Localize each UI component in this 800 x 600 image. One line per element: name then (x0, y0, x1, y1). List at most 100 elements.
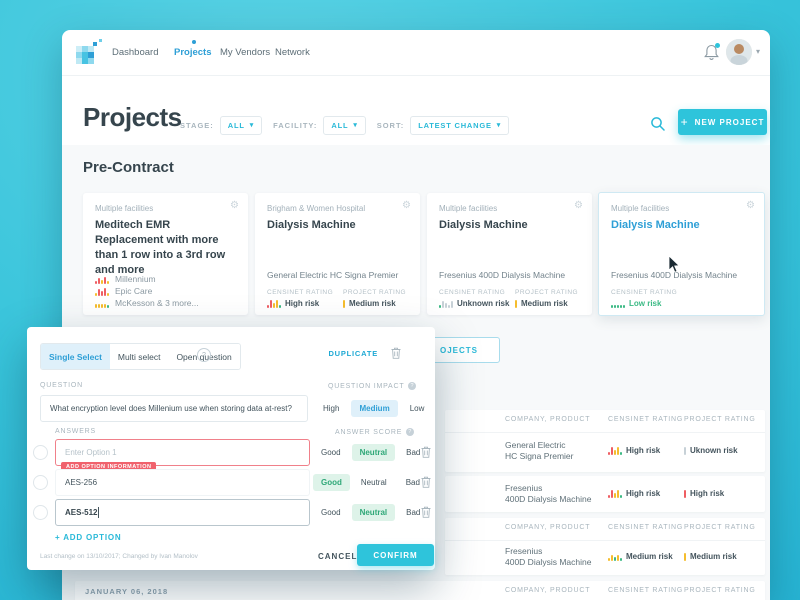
card-title: Dialysis Machine (267, 219, 356, 231)
score-neutral-option[interactable]: Neutral (351, 444, 396, 461)
search-icon[interactable] (650, 116, 666, 132)
facility-filter-label: FACILITY: (273, 121, 318, 130)
gear-icon[interactable]: ⚙ (746, 200, 755, 211)
project-card-dialysis-multiple[interactable]: Multiple facilities ⚙ Dialysis Machine F… (427, 193, 592, 315)
card-ratings: CENSINET RATING Unknown risk PROJECT RAT… (439, 289, 591, 308)
stage-filter: STAGE: ALL ▾ (180, 116, 263, 135)
delete-answer-trash-icon[interactable] (421, 446, 431, 458)
plus-icon: + (55, 533, 61, 542)
score-good-option[interactable]: Good (313, 474, 350, 491)
nav-item-my-vendors[interactable]: My Vendors (220, 47, 271, 58)
stage-filter-dropdown[interactable]: ALL ▾ (219, 116, 263, 135)
card-product: Fresenius 400D Dialysis Machine (611, 270, 738, 280)
stage-filter-label: STAGE: (180, 121, 214, 130)
avatar-chevron-down-icon[interactable]: ▾ (756, 47, 761, 56)
app-logo-icon (76, 39, 102, 64)
question-type-help-icon[interactable]: ? (197, 348, 211, 362)
card-facility-label: Multiple facilities (611, 204, 670, 213)
divider (445, 540, 765, 541)
tab-single-select[interactable]: Single Select (41, 344, 110, 369)
score-good-option[interactable]: Good (321, 448, 341, 457)
date-group-heading: JANUARY 06, 2018 (85, 587, 169, 596)
vendor-row: McKesson & 3 more... (95, 297, 199, 309)
add-option-button[interactable]: + ADD OPTION (55, 533, 122, 542)
delete-answer-trash-icon[interactable] (421, 476, 431, 488)
project-rating-value: Medium risk (343, 299, 419, 308)
score-good-option[interactable]: Good (321, 508, 341, 517)
mouse-cursor (668, 256, 680, 273)
gear-icon[interactable]: ⚙ (574, 200, 583, 211)
nav-item-network[interactable]: Network (275, 47, 310, 58)
delete-answer-trash-icon[interactable] (421, 506, 431, 518)
top-navigation-bar: Dashboard Projects My Vendors Network ▾ (62, 30, 770, 76)
table-band: COMPANY, PRODUCT CENSINET RATING PROJECT… (445, 410, 765, 472)
column-header-company: COMPANY, PRODUCT (505, 587, 591, 594)
duplicate-button[interactable]: DUPLICATE (328, 349, 378, 358)
answer-option-input[interactable]: AES-512 (55, 499, 310, 526)
chevron-down-icon: ▾ (353, 122, 358, 129)
cancel-button[interactable]: CANCEL (318, 552, 358, 561)
answer-row: AES-512 Good Neutral Bad (27, 499, 435, 526)
facility-filter-dropdown[interactable]: ALL ▾ (323, 116, 366, 135)
info-icon[interactable]: ? (408, 382, 417, 390)
project-cards-row: Multiple facilities ⚙ Meditech EMR Repla… (83, 192, 765, 316)
page-header: Projects STAGE: ALL ▾ FACILITY: ALL ▾ SORT… (62, 76, 770, 146)
impact-low-option[interactable]: Low (409, 404, 425, 413)
project-rating-label: PROJECT RATING (515, 289, 579, 296)
card-facility-label: Multiple facilities (95, 204, 154, 213)
answer-radio[interactable] (33, 505, 48, 520)
vendor-row: Millennium (95, 273, 199, 285)
project-card-dialysis-brigham[interactable]: Brigham & Women Hospital ⚙ Dialysis Mach… (255, 193, 420, 315)
impact-medium-option[interactable]: Medium (351, 400, 398, 417)
answer-radio[interactable] (33, 445, 48, 460)
score-bad-option[interactable]: Bad (406, 508, 421, 517)
user-avatar[interactable] (726, 39, 752, 65)
gear-icon[interactable]: ⚙ (230, 200, 239, 211)
score-bad-option[interactable]: Bad (405, 478, 420, 487)
answer-error-badge: ADD OPTION INFORMATION (61, 462, 157, 472)
card-title: Dialysis Machine (439, 219, 528, 231)
impact-high-option[interactable]: High (323, 404, 340, 413)
filters-row: STAGE: ALL ▾ FACILITY: ALL ▾ SORT: LATEST … (180, 116, 510, 135)
censinet-rating-label: CENSINET RATING (439, 289, 506, 296)
sort-dropdown[interactable]: LATEST CHANGE ▾ (410, 116, 510, 135)
plus-icon: + (680, 115, 689, 129)
card-vendor-list: Millennium Epic Care McKesson & 3 more..… (95, 273, 199, 309)
rating-bars-icon (608, 489, 622, 498)
project-rating-cell: High risk (684, 489, 724, 498)
card-facility-label: Multiple facilities (439, 204, 498, 213)
info-icon[interactable]: ? (406, 428, 415, 436)
gear-icon[interactable]: ⚙ (402, 200, 411, 211)
question-input[interactable]: What encryption level does Millenium use… (40, 395, 308, 422)
project-card-dialysis-hovered[interactable]: Multiple facilities ⚙ Dialysis Machine F… (598, 192, 765, 316)
table-band: Fresenius 400D Dialysis Machine High ris… (445, 476, 765, 512)
answer-option-input[interactable]: Enter Option 1 (55, 439, 310, 466)
rating-bar-icon (343, 299, 345, 308)
new-project-button[interactable]: + NEW PROJECT (678, 109, 767, 135)
column-header-project: PROJECT RATING (684, 416, 756, 423)
censinet-rating-value: Low risk (611, 299, 687, 308)
censinet-rating-value: Unknown risk (439, 299, 515, 308)
column-header-company: COMPANY, PRODUCT (505, 416, 591, 423)
score-neutral-option[interactable]: Neutral (360, 478, 387, 487)
answer-score-selector: Good Neutral Bad (313, 469, 428, 496)
tab-multi-select[interactable]: Multi select (109, 344, 169, 369)
score-neutral-option[interactable]: Neutral (351, 504, 396, 521)
answer-row: AES-256 Good Neutral Bad (27, 469, 435, 496)
answer-radio[interactable] (33, 475, 48, 490)
nav-item-projects[interactable]: Projects (174, 47, 212, 58)
card-facility-label: Brigham & Women Hospital (267, 204, 366, 213)
project-card-meditech[interactable]: Multiple facilities ⚙ Meditech EMR Repla… (83, 193, 248, 315)
score-bad-option[interactable]: Bad (406, 448, 421, 457)
card-title: Dialysis Machine (611, 219, 700, 231)
confirm-button[interactable]: CONFIRM (357, 544, 434, 566)
rating-bar-icon (684, 552, 686, 561)
answer-option-input[interactable]: AES-256 (55, 469, 310, 496)
censinet-rating-cell: High risk (608, 489, 660, 498)
delete-question-trash-icon[interactable] (391, 347, 401, 359)
notifications-bell-icon[interactable] (703, 43, 720, 62)
nav-item-dashboard[interactable]: Dashboard (112, 47, 159, 58)
rating-bars-icon (608, 446, 622, 455)
rating-bar-icon (515, 299, 517, 308)
